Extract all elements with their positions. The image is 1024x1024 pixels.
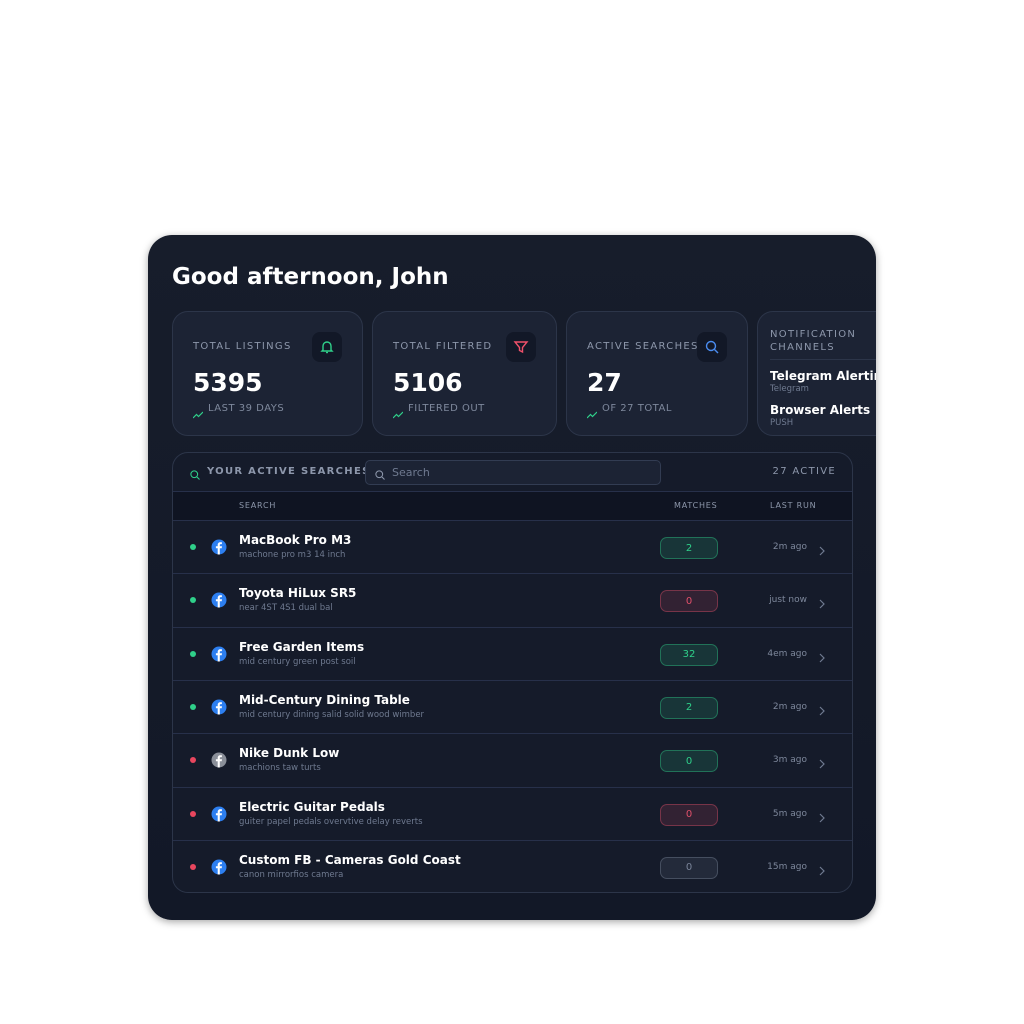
search-row[interactable]: Mid-Century Dining Table mid century dini… — [173, 679, 852, 734]
last-run: 2m ago — [772, 542, 807, 552]
stat-icon — [312, 332, 342, 362]
match-badge[interactable]: 2 — [660, 537, 718, 559]
search-query: machions taw turts — [239, 763, 321, 774]
notification-title: NOTIFICATION CHANNELS — [770, 329, 857, 353]
stat-label: ACTIVE SEARCHES — [587, 341, 699, 352]
trend-icon — [192, 404, 204, 423]
search-name: Free Garden Items — [239, 639, 365, 654]
source-icon — [211, 859, 227, 879]
search-query: near 4ST 4S1 dual bal — [239, 603, 333, 614]
stat-icon — [697, 332, 727, 362]
search-placeholder: Search — [392, 466, 430, 479]
active-count: 27 ACTIVE — [772, 466, 836, 477]
search-query: mid century dining salid solid wood wimb… — [239, 709, 425, 720]
channel-type: Telegram — [770, 384, 809, 394]
channel-type: PUSH — [770, 418, 794, 428]
channel-name: Telegram Alerting — [770, 369, 876, 383]
search-icon — [189, 466, 201, 485]
status-dot — [190, 650, 196, 657]
status-dot — [190, 863, 196, 870]
stat-sub: FILTERED OUT — [408, 403, 485, 414]
last-run: 2m ago — [772, 701, 807, 712]
source-icon — [211, 592, 227, 612]
column-header: LAST RUN — [770, 501, 817, 510]
last-run: 15m ago — [767, 861, 807, 872]
match-badge[interactable]: 0 — [660, 750, 718, 773]
stat-icon — [506, 332, 536, 362]
search-row[interactable]: Toyota HiLux SR5 near 4ST 4S1 dual bal 0 ju… — [173, 573, 852, 627]
search-query: machone pro m3 14 inch — [239, 550, 346, 560]
search-name: Toyota HiLux SR5 — [239, 586, 357, 601]
chevron — [819, 754, 825, 773]
table-header — [173, 491, 852, 521]
match-badge[interactable]: 0 — [660, 856, 718, 879]
chevron — [819, 541, 825, 560]
match-badge[interactable]: 0 — [660, 803, 718, 826]
search-row[interactable]: Custom FB - Cameras Gold Coast canon mirr… — [173, 839, 852, 892]
greeting: Good afternoon, John — [172, 264, 449, 290]
match-badge[interactable]: 32 — [660, 643, 718, 666]
stat-label: TOTAL LISTINGS — [193, 341, 292, 352]
trend-icon — [392, 404, 404, 423]
search-query: guiter papel pedals overvtive delay reve… — [239, 816, 423, 827]
source-icon — [211, 699, 227, 719]
search-query: mid century green post soil — [239, 656, 356, 667]
stat-label: TOTAL FILTERED — [393, 341, 493, 352]
search-row[interactable]: Nike Dunk Low machions taw turts 0 3m ago — [173, 733, 852, 787]
chevron — [819, 861, 825, 880]
notification-card: NOTIFICATION CHANNELS Telegram AlertingTe… — [757, 311, 876, 436]
match-badge[interactable]: 0 — [660, 590, 718, 613]
searches-panel: YOUR ACTIVE SEARCHES Search 27 ACTIVE SEARC… — [172, 452, 853, 893]
stat-value: 5106 — [393, 368, 463, 397]
stat-sub: LAST 39 DAYS — [208, 403, 285, 414]
status-dot — [190, 757, 196, 764]
status-dot — [190, 597, 196, 604]
search-name: Nike Dunk Low — [239, 746, 340, 761]
search-row[interactable]: MacBook Pro M3 machone pro m3 14 inch 2 2m … — [173, 520, 852, 574]
search-glyph — [374, 466, 386, 485]
search-row[interactable]: Electric Guitar Pedals guiter papel pedal… — [173, 786, 852, 841]
divider — [770, 359, 876, 360]
source-icon — [211, 646, 227, 666]
match-badge[interactable]: 2 — [660, 696, 718, 719]
stat-value: 27 — [587, 368, 622, 397]
trend-icon — [586, 404, 598, 423]
channel-name: Browser Alerts — [770, 403, 871, 417]
chevron — [819, 648, 825, 667]
chevron — [819, 808, 825, 827]
stat-card: TOTAL LISTINGS 5395 LAST 39 DAYS — [172, 311, 363, 436]
last-run: 4em ago — [767, 648, 807, 659]
status-dot — [190, 544, 196, 550]
status-dot — [190, 703, 196, 710]
search-name: Electric Guitar Pedals — [239, 799, 385, 814]
chevron — [819, 594, 825, 613]
search-row[interactable]: Free Garden Items mid century green post … — [173, 626, 852, 681]
search-name: Custom FB - Cameras Gold Coast — [239, 852, 461, 867]
search-name: Mid-Century Dining Table — [239, 692, 410, 707]
stat-value: 5395 — [193, 368, 263, 397]
chevron — [819, 701, 825, 720]
dashboard: Good afternoon, John TOTAL LISTINGS 5395 LA… — [148, 235, 876, 920]
column-header: MATCHES — [674, 501, 718, 510]
source-icon — [211, 806, 227, 826]
last-run: 3m ago — [772, 755, 807, 766]
search-input[interactable]: Search — [365, 460, 661, 485]
column-header: SEARCH — [239, 501, 277, 510]
source-icon — [211, 539, 227, 559]
status-dot — [190, 810, 196, 817]
last-run: just now — [769, 595, 807, 606]
search-name: MacBook Pro M3 — [239, 533, 352, 547]
panel-title: YOUR ACTIVE SEARCHES — [207, 466, 371, 477]
stat-card: ACTIVE SEARCHES 27 OF 27 TOTAL — [566, 311, 748, 436]
source-icon — [211, 752, 227, 772]
search-query: canon mirrorfios camera — [239, 869, 344, 880]
stat-sub: OF 27 TOTAL — [602, 403, 672, 414]
stat-card: TOTAL FILTERED 5106 FILTERED OUT — [372, 311, 557, 436]
last-run: 5m ago — [772, 808, 807, 819]
